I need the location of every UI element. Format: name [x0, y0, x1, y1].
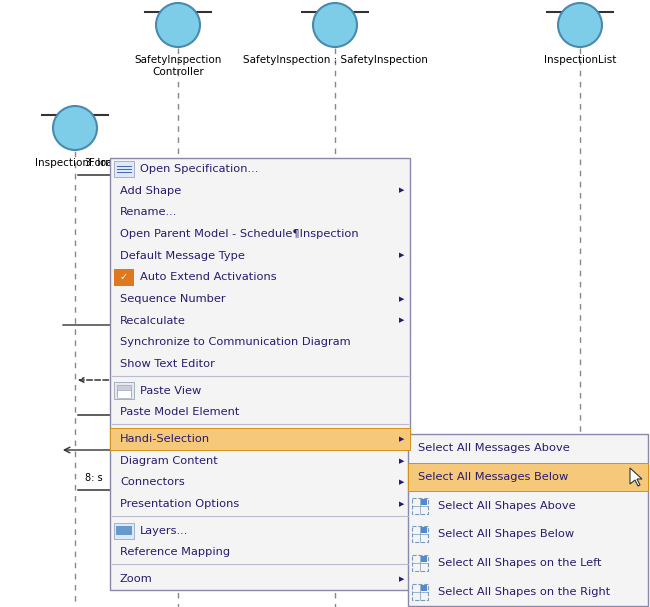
- Text: Default Message Type: Default Message Type: [120, 251, 245, 260]
- Polygon shape: [630, 468, 642, 486]
- Text: Add Shape: Add Shape: [120, 186, 181, 195]
- Text: InspectionList: InspectionList: [544, 55, 616, 65]
- Bar: [412, 498, 428, 514]
- Bar: [408, 463, 648, 491]
- Text: Diagram Content: Diagram Content: [120, 456, 218, 466]
- Text: ▶: ▶: [399, 188, 405, 194]
- Bar: [114, 269, 134, 285]
- Bar: [421, 527, 427, 534]
- Text: Synchronize to Communication Diagram: Synchronize to Communication Diagram: [120, 337, 350, 347]
- Bar: [117, 385, 131, 396]
- Bar: [412, 526, 428, 542]
- Bar: [117, 390, 131, 398]
- Bar: [412, 584, 428, 600]
- Text: Select All Shapes Below: Select All Shapes Below: [438, 529, 574, 540]
- Bar: [408, 434, 648, 606]
- Text: 3: loadIn: 3: loadIn: [85, 158, 127, 168]
- Text: ▶: ▶: [399, 253, 405, 259]
- Text: Auto Extend Activations: Auto Extend Activations: [140, 273, 277, 282]
- Bar: [114, 523, 134, 539]
- Text: ▶: ▶: [399, 317, 405, 324]
- Text: Sequence Number: Sequence Number: [120, 294, 226, 304]
- Text: Presentation Options: Presentation Options: [120, 499, 239, 509]
- Text: Recalculate: Recalculate: [120, 316, 186, 325]
- Text: ▶: ▶: [399, 436, 405, 442]
- Bar: [412, 555, 428, 571]
- Bar: [116, 532, 132, 535]
- Bar: [110, 158, 410, 590]
- Bar: [114, 161, 134, 177]
- Text: Paste View: Paste View: [140, 385, 202, 396]
- Text: Show Text Editor: Show Text Editor: [120, 359, 215, 369]
- Text: Layers...: Layers...: [140, 526, 188, 536]
- Text: ▶: ▶: [399, 576, 405, 582]
- Text: ▶: ▶: [399, 458, 405, 464]
- Text: Rename...: Rename...: [120, 207, 177, 217]
- Text: ▶: ▶: [399, 480, 405, 486]
- Text: Select All Shapes on the Left: Select All Shapes on the Left: [438, 558, 601, 568]
- Text: ▶: ▶: [399, 501, 405, 507]
- Bar: [116, 526, 132, 529]
- Circle shape: [313, 3, 357, 47]
- Text: Select All Shapes Above: Select All Shapes Above: [438, 501, 576, 510]
- Text: SafetyInspection : SafetyInspection: SafetyInspection : SafetyInspection: [242, 55, 428, 65]
- Text: SafetyInspection
Controller: SafetyInspection Controller: [135, 55, 222, 78]
- Text: Reference Mapping: Reference Mapping: [120, 548, 230, 557]
- Text: 8: s: 8: s: [85, 473, 103, 483]
- Bar: [143, 168, 159, 530]
- Bar: [421, 556, 427, 562]
- Bar: [116, 529, 132, 532]
- Text: Open Parent Model - Schedule¶Inspection: Open Parent Model - Schedule¶Inspection: [120, 229, 359, 239]
- Text: Paste Model Element: Paste Model Element: [120, 407, 239, 418]
- Text: Connectors: Connectors: [120, 478, 185, 487]
- Text: Select All Messages Above: Select All Messages Above: [418, 443, 570, 453]
- Text: Zoom: Zoom: [120, 574, 153, 584]
- Text: ✓: ✓: [120, 273, 128, 282]
- Bar: [161, 168, 175, 530]
- Circle shape: [53, 106, 97, 150]
- Text: Select All Messages Below: Select All Messages Below: [418, 472, 568, 482]
- Bar: [110, 428, 410, 450]
- Text: InspectionForm: InspectionForm: [35, 158, 115, 168]
- Text: ▶: ▶: [399, 296, 405, 302]
- Text: Select All Shapes on the Right: Select All Shapes on the Right: [438, 587, 610, 597]
- Bar: [421, 499, 427, 504]
- Circle shape: [558, 3, 602, 47]
- Text: Handi-Selection: Handi-Selection: [120, 434, 210, 444]
- Bar: [114, 382, 134, 399]
- Text: Open Specification...: Open Specification...: [140, 164, 259, 174]
- Circle shape: [156, 3, 200, 47]
- Bar: [421, 585, 427, 591]
